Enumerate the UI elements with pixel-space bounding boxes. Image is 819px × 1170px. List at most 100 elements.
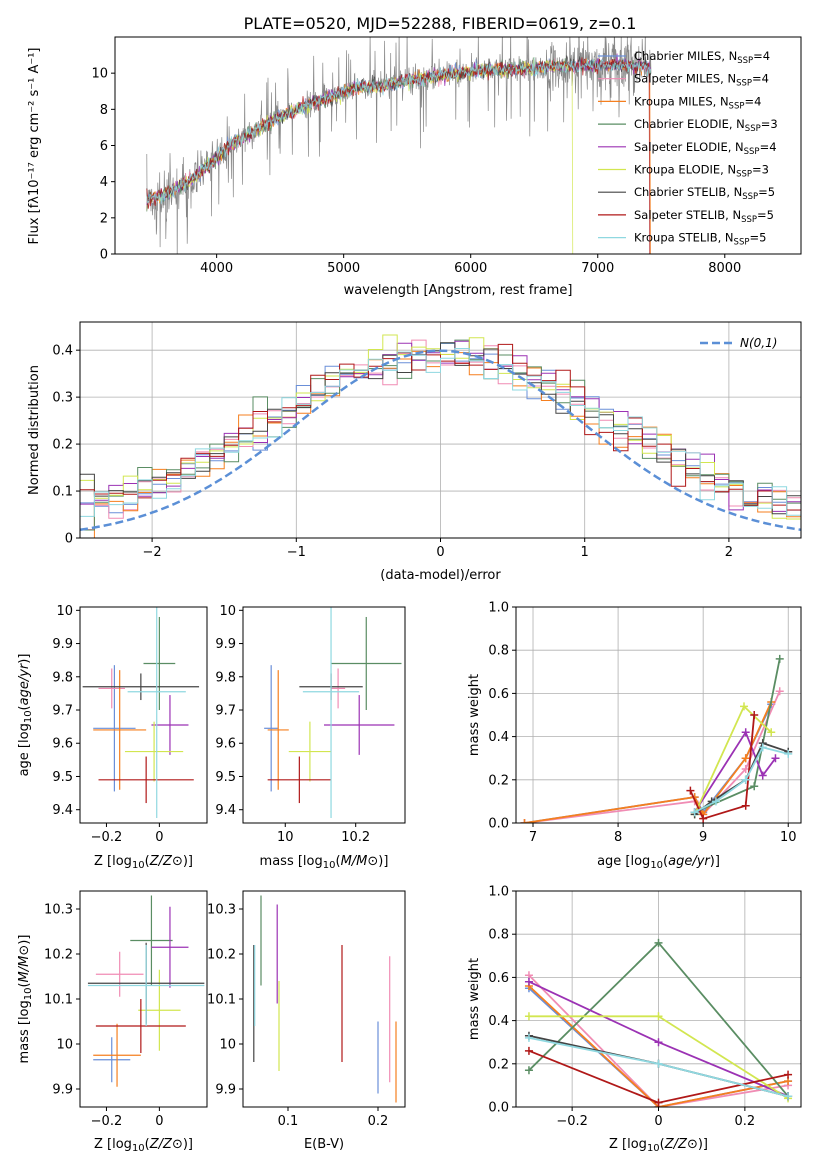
y-tick-label: 9.8 — [215, 670, 236, 685]
legend-label-count: =4 — [744, 94, 761, 108]
axes-frame — [79, 890, 208, 1108]
plot-area-mass_vs_ebv — [253, 895, 397, 1103]
label-part: )] — [710, 854, 720, 869]
label-part: 10 — [132, 860, 145, 871]
y-tick-label: 0.0 — [488, 817, 509, 832]
y-tick-label: 0.4 — [52, 344, 73, 359]
legend-label-sub: SSP — [737, 56, 753, 66]
y-tick-label: 10.2 — [44, 948, 73, 963]
series-point-kroupa-stelib — [524, 1033, 533, 1042]
label-part: age [log — [17, 723, 32, 776]
axes-frame — [515, 606, 802, 824]
x-tick-label: −0.2 — [91, 1114, 123, 1129]
plot-area-spectrum — [146, 37, 652, 254]
x-tick-label: −0.2 — [556, 1114, 588, 1129]
axes-spectrum: 4000 5000 6000 7000 8000 0 2 4 6 8 10 wavelength [A… — [27, 36, 802, 298]
x-tick-label: 0 — [155, 1114, 163, 1129]
legend-label-sub: SSP — [736, 79, 752, 89]
y-tick-label: 9.5 — [215, 770, 236, 785]
series-point-chabrier-elodie — [750, 782, 759, 791]
series-point-kroupa-elodie — [524, 1012, 533, 1021]
x-axis-label: Z [log10(Z/Z⊙)] — [609, 1137, 708, 1154]
legend-label-text: Salpeter MILES, N — [634, 72, 736, 86]
y-tick-label: 9.4 — [215, 803, 236, 818]
plot-area-age_vs_mass — [264, 607, 402, 819]
y-axis-label: mass weight — [467, 674, 482, 756]
x-tick-label: 8000 — [708, 261, 741, 276]
y-tick-label: 0.8 — [488, 644, 509, 659]
plot-area-residuals — [80, 334, 801, 538]
model-spectrum-kroupa-stelib — [146, 57, 651, 204]
y-tick-label: 0.2 — [488, 773, 509, 788]
label-part: age [log — [597, 854, 650, 869]
y-tick-label: 10.1 — [44, 993, 73, 1008]
series-point-kroupa-elodie — [740, 702, 748, 711]
plot-area-age_vs_Z — [82, 607, 200, 819]
legend-label: Salpeter STELIB, NSSP=5 — [634, 208, 774, 225]
label-part: )] — [183, 854, 193, 869]
series-line-salpeter-miles — [528, 974, 789, 1107]
series-point-kroupa-stelib — [690, 808, 699, 817]
series-point-chabrier-elodie — [775, 654, 784, 663]
y-tick-label: 9.5 — [52, 770, 73, 785]
y-tick-label: 9.8 — [52, 670, 73, 685]
series-point-salpeter-elodie — [771, 754, 780, 763]
series-point-kroupa-miles — [520, 819, 529, 823]
label-part: mass [log — [260, 854, 323, 869]
label-part: age/yr — [17, 662, 32, 705]
series-line-chabrier-stelib — [694, 741, 789, 816]
label-part: mass [log — [17, 1000, 32, 1063]
series-point-kroupa-stelib — [784, 749, 793, 758]
y-tick-label: 9.7 — [52, 704, 73, 719]
legend-label-sub: SSP — [744, 147, 760, 157]
label-part: )] — [183, 1137, 193, 1152]
x-tick-label: 0 — [654, 1114, 662, 1129]
x-tick-label: 8 — [614, 830, 622, 845]
x-tick-label: 4000 — [200, 261, 233, 276]
legend-label-text: Chabrier STELIB, N — [634, 185, 742, 199]
label-part: )] — [698, 1137, 708, 1152]
series-point-kroupa-miles — [741, 754, 750, 763]
axes-mass_vs_ebv: 0.1 0.2 9.9 10 10.1 10.2 10.3 E(B-V) — [207, 890, 406, 1152]
figure-title: PLATE=0520, MJD=52288, FIBERID=0619, z=0… — [244, 14, 637, 33]
x-axis-label: Z [log10(Z/Z⊙)] — [94, 854, 193, 871]
x-tick-label: 1 — [581, 545, 589, 560]
series-point-chabrier-elodie — [524, 1066, 533, 1075]
observed-spectrum — [146, 37, 652, 254]
x-axis-label: age [log10(age/yr)] — [597, 854, 720, 871]
label-part: ( — [145, 1137, 150, 1152]
series-point-salpeter-stelib — [741, 801, 750, 810]
legend-label-text: Salpeter ELODIE, N — [634, 140, 744, 154]
y-tick-label: 0.4 — [488, 730, 509, 745]
model-spectrum-kroupa-elodie — [146, 56, 574, 254]
y-tick-label: 9.4 — [52, 803, 73, 818]
y-tick-label: 9.9 — [215, 1083, 236, 1098]
axes-frame — [242, 606, 406, 824]
legend-label-count: =5 — [758, 185, 775, 199]
x-tick-label: 2 — [725, 545, 733, 560]
x-axis-label: (data-model)/error — [380, 568, 501, 583]
legend-label: Salpeter ELODIE, NSSP=4 — [634, 140, 777, 157]
y-axis-label: mass weight — [467, 958, 482, 1040]
series-point-kroupa-elodie — [654, 1012, 663, 1021]
label-part: Z [log — [94, 1137, 132, 1152]
label-part: ( — [17, 705, 32, 710]
y-tick-label: 0.6 — [488, 687, 509, 702]
label-part: Z/Z⊙ — [149, 854, 183, 869]
y-tick-label: 9.9 — [215, 637, 236, 652]
label-part: 10 — [647, 1143, 660, 1154]
y-tick-label: 10.2 — [207, 948, 236, 963]
series-line-salpeter-stelib — [689, 714, 756, 820]
legend-label-count: =4 — [752, 72, 769, 86]
legend-label: Chabrier MILES, NSSP=4 — [634, 49, 770, 66]
axes-residuals: −2 −1 0 1 2 0 0.1 0.2 0.3 0.4 (data-model)/error No… — [27, 321, 802, 583]
legend-label-text: Kroupa ELODIE, N — [634, 163, 736, 177]
x-axis-label: wavelength [Angstrom, rest frame] — [344, 283, 573, 298]
y-tick-label: 0.8 — [488, 928, 509, 943]
x-tick-label: 10.2 — [341, 830, 370, 845]
series-point-kroupa-stelib — [654, 1059, 663, 1068]
series-point-salpeter-elodie — [524, 977, 533, 986]
legend-label-text: Kroupa MILES, N — [634, 94, 729, 108]
series-point-salpeter-miles — [775, 687, 784, 696]
